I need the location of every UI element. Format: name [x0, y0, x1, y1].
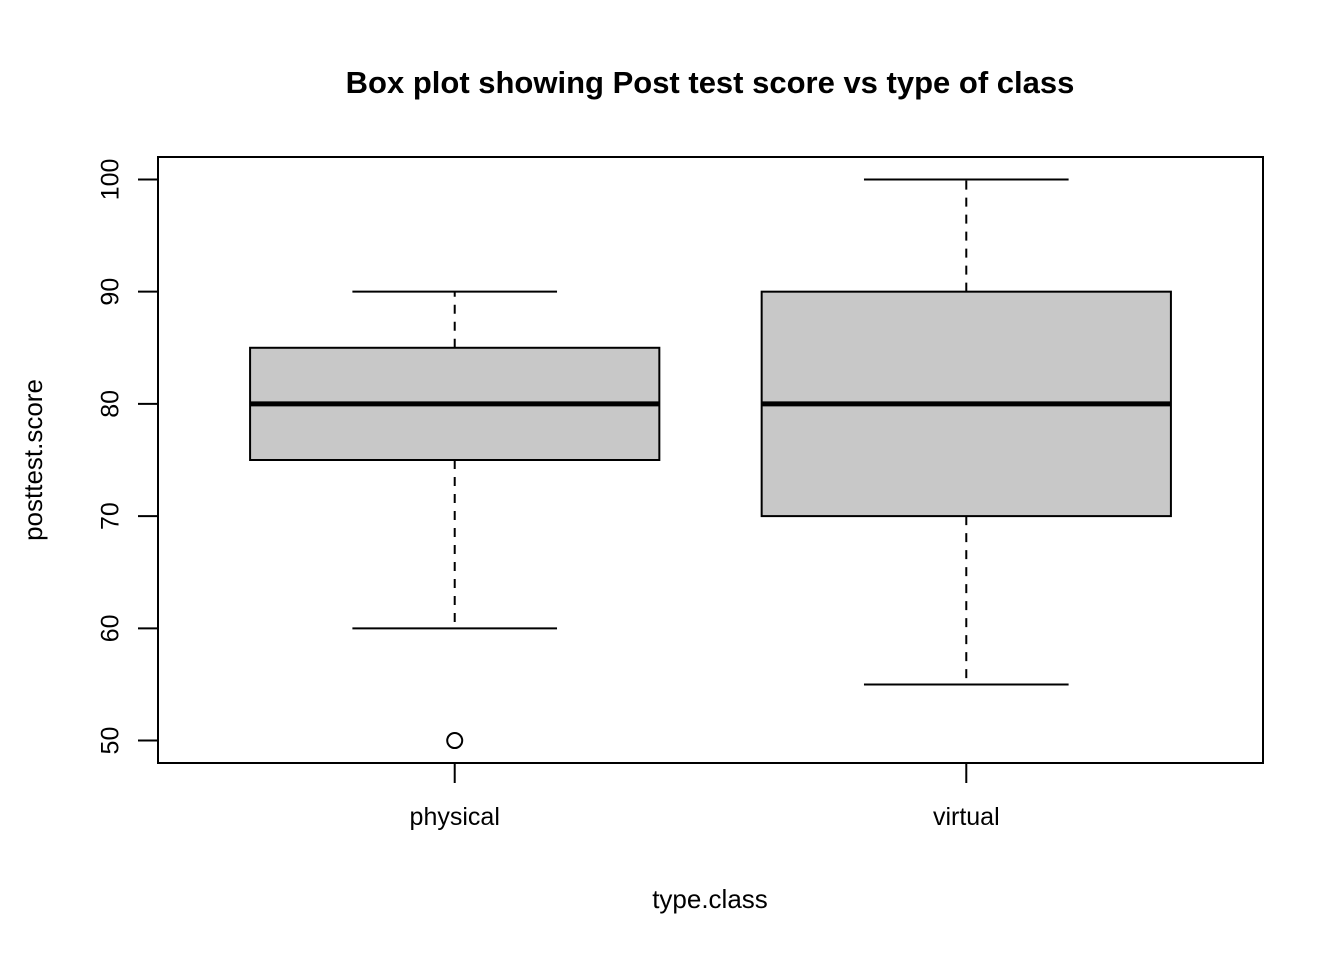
x-axis-label: type.class — [652, 884, 768, 914]
plot-frame — [157, 156, 1264, 764]
y-tick-label: 70 — [97, 502, 125, 530]
x-tick-label: physical — [410, 803, 500, 831]
box-series — [249, 178, 1172, 750]
y-tick-label: 50 — [97, 727, 125, 755]
x-axis-ticks: physical virtual — [410, 763, 1000, 831]
y-axis-label: posttest.score — [18, 379, 48, 541]
y-tick-label: 90 — [97, 278, 125, 306]
y-tick-label: 80 — [97, 390, 125, 418]
chart-title: Box plot showing Post test score vs type… — [346, 65, 1075, 100]
y-tick-label: 60 — [97, 614, 125, 642]
y-axis-ticks: 50 60 70 80 90 100 — [97, 159, 158, 755]
box-virtual — [760, 178, 1172, 686]
y-tick-label: 100 — [97, 159, 125, 201]
box-physical — [249, 290, 661, 750]
outlier-point — [446, 732, 464, 750]
x-tick-label: virtual — [933, 803, 1000, 831]
